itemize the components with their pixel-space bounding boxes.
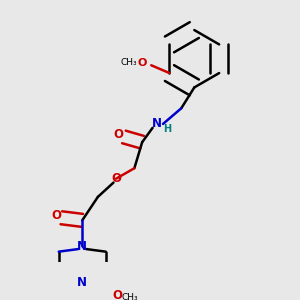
Text: O: O — [137, 58, 147, 68]
Text: O: O — [51, 209, 61, 222]
Text: N: N — [152, 117, 161, 130]
Text: N: N — [77, 276, 87, 290]
Text: O: O — [113, 290, 123, 300]
Text: CH₃: CH₃ — [121, 58, 137, 67]
Text: N: N — [77, 240, 87, 253]
Text: H: H — [163, 124, 171, 134]
Text: CH₃: CH₃ — [121, 293, 138, 300]
Text: O: O — [114, 128, 124, 141]
Text: O: O — [111, 172, 121, 185]
